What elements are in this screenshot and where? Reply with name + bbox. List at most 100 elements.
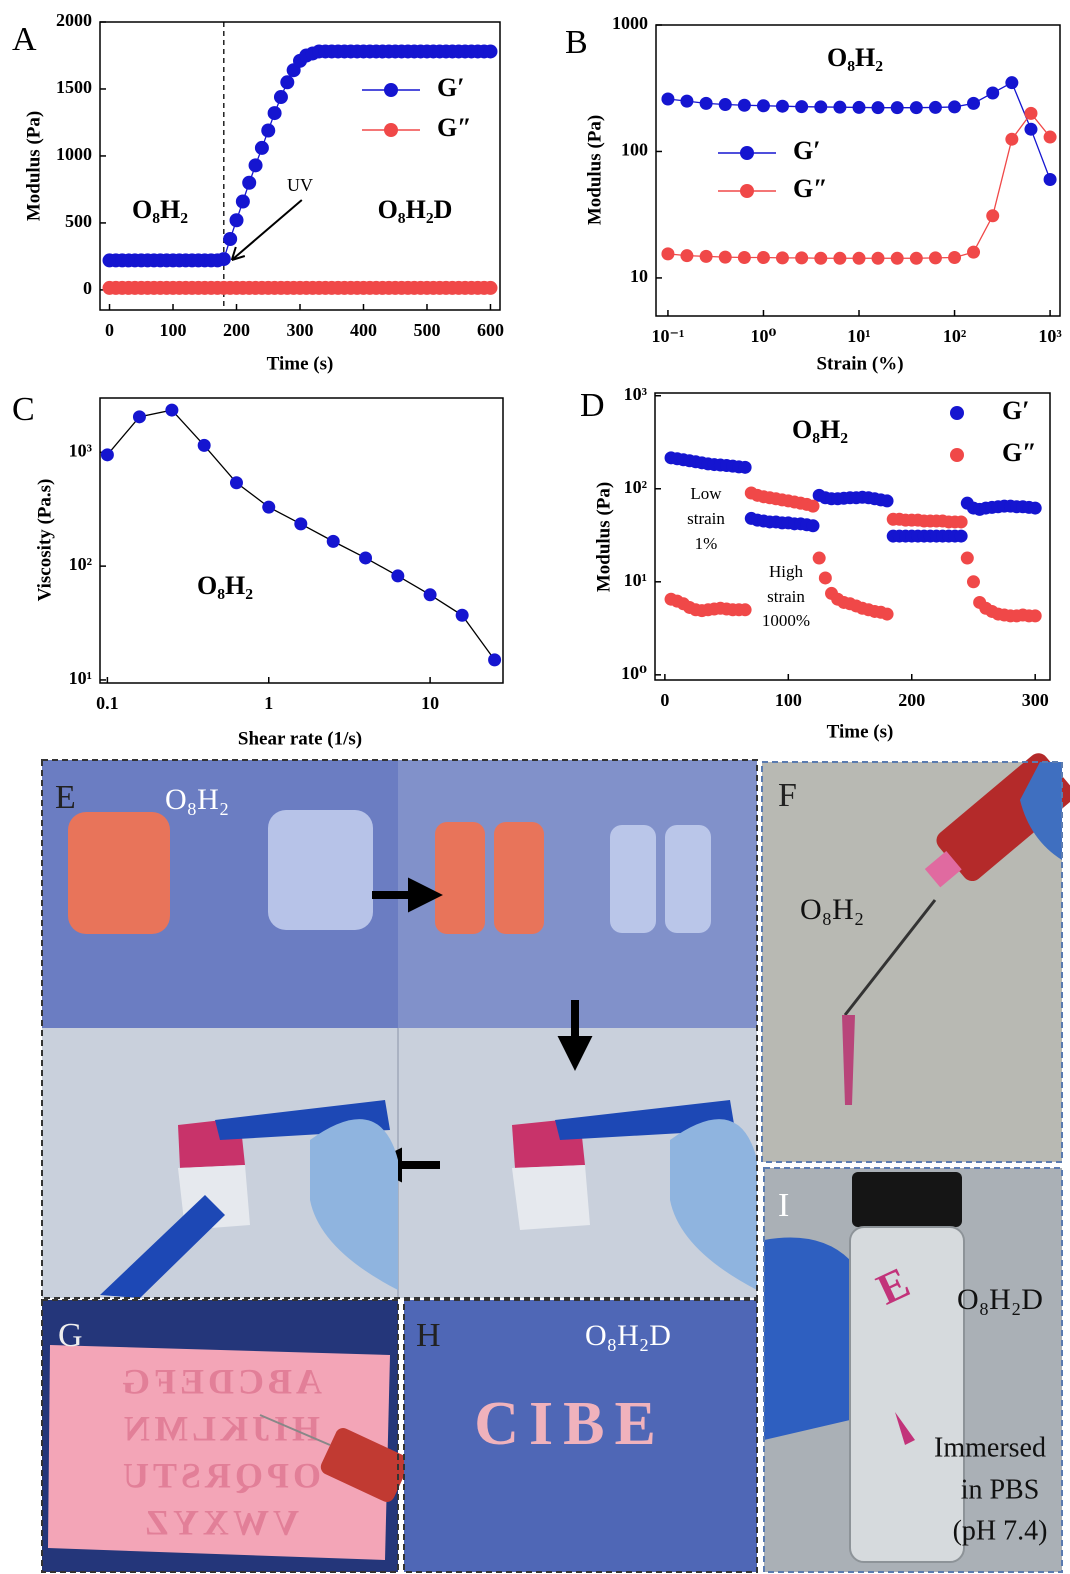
y-tick-label: 1500 <box>56 77 92 97</box>
data-point <box>268 106 282 120</box>
mold-letter-row: OPQRSTU <box>119 1455 321 1495</box>
data-point <box>198 439 211 452</box>
y-axis-label: Modulus (Pa) <box>23 111 44 221</box>
legend-marker <box>384 83 398 97</box>
data-point <box>955 530 968 543</box>
data-point <box>262 501 275 514</box>
y-tick-label: 10 <box>630 266 648 286</box>
data-point <box>891 101 904 114</box>
data-point <box>795 251 808 264</box>
data-point <box>424 588 437 601</box>
panel-label: A <box>12 21 37 58</box>
data-point <box>881 608 894 621</box>
hydrogel <box>435 822 485 934</box>
annotation: 1000% <box>762 611 810 630</box>
x-tick-label: 0.1 <box>96 693 119 713</box>
vial-cap <box>852 1172 962 1227</box>
panel-label: H <box>416 1317 441 1354</box>
mold-letter-row: ABCDEFG <box>118 1361 322 1401</box>
annotation: O₈H₂ <box>792 415 848 444</box>
x-tick-label: 10² <box>943 326 966 346</box>
data-point <box>910 101 923 114</box>
data-point <box>359 551 372 564</box>
data-point <box>249 158 263 172</box>
data-point <box>891 252 904 265</box>
series-line <box>107 410 494 660</box>
annotation: strain <box>687 509 725 528</box>
data-point <box>1024 107 1037 120</box>
y-tick-label: 1000 <box>612 13 648 33</box>
data-point <box>776 100 789 113</box>
data-point <box>242 176 256 190</box>
x-tick-label: 10⁰ <box>751 326 777 346</box>
data-point <box>757 99 770 112</box>
y-tick-label: 2000 <box>56 10 92 30</box>
data-point <box>833 252 846 265</box>
x-tick-label: 200 <box>223 320 250 340</box>
x-axis-label: Time (s) <box>267 353 334 374</box>
data-point <box>294 517 307 530</box>
hydrogel <box>494 822 544 934</box>
x-tick-label: 10 <box>421 693 439 713</box>
x-tick-label: 100 <box>160 320 187 340</box>
data-point <box>967 97 980 110</box>
x-tick-label: 0 <box>660 690 669 710</box>
data-point <box>819 571 832 584</box>
panel-h: CIBE H O₈H₂D <box>404 1300 757 1572</box>
data-point <box>955 515 968 528</box>
data-point <box>776 251 789 264</box>
data-point <box>236 194 250 208</box>
data-point <box>807 519 820 532</box>
legend-marker <box>950 448 964 462</box>
legend-marker <box>950 406 964 420</box>
data-point <box>853 101 866 114</box>
data-point <box>739 603 752 616</box>
data-point <box>280 75 294 89</box>
annotation: High <box>769 562 804 581</box>
annotation: 1% <box>695 534 718 553</box>
x-tick-label: 400 <box>350 320 377 340</box>
note: Immersed <box>934 1432 1046 1463</box>
data-point <box>661 247 674 260</box>
hydrogel <box>610 825 656 933</box>
figure: E O₈H₂ F O₈H₂ ABCDEFGHIJKLMNOPQRSTUVWXYZ… <box>0 0 1070 1574</box>
data-point <box>327 535 340 548</box>
data-point <box>217 252 231 266</box>
x-tick-label: 10¹ <box>847 326 870 346</box>
y-tick-label: 500 <box>65 211 92 231</box>
data-point <box>255 141 269 155</box>
x-axis-label: Shear rate (1/s) <box>238 728 362 749</box>
panel-e: E O₈H₂ <box>42 760 757 1298</box>
data-point <box>948 100 961 113</box>
data-point <box>483 281 497 295</box>
data-point <box>680 249 693 262</box>
x-axis-label: Strain (%) <box>816 353 903 374</box>
data-point <box>101 448 114 461</box>
data-point <box>986 209 999 222</box>
data-point <box>833 101 846 114</box>
y-tick-label: 10² <box>624 477 647 497</box>
caption: O₈H₂D <box>585 1319 671 1352</box>
y-tick-label: 10¹ <box>69 668 92 688</box>
data-point <box>261 124 275 138</box>
data-point <box>986 86 999 99</box>
data-point <box>910 252 923 265</box>
y-tick-label: 10³ <box>624 384 648 404</box>
data-point <box>1029 502 1042 515</box>
y-axis-label: Viscosity (Pa.s) <box>34 479 55 602</box>
annotation: O₈H₂ <box>197 571 253 600</box>
panel-i: E I O₈H₂D Immersed in PBS (pH 7.4) <box>764 1168 1062 1572</box>
y-tick-label: 10³ <box>69 440 93 460</box>
data-point <box>165 404 178 417</box>
data-point <box>700 97 713 110</box>
data-point <box>853 252 866 265</box>
data-point <box>948 251 961 264</box>
data-point <box>813 552 826 565</box>
note: in PBS <box>961 1474 1040 1505</box>
data-point <box>967 246 980 259</box>
hydrogel <box>512 1165 590 1230</box>
data-point <box>871 252 884 265</box>
annotation-arrow <box>232 200 302 260</box>
data-point <box>814 252 827 265</box>
mold-letter-row: VWXYZ <box>141 1502 299 1542</box>
